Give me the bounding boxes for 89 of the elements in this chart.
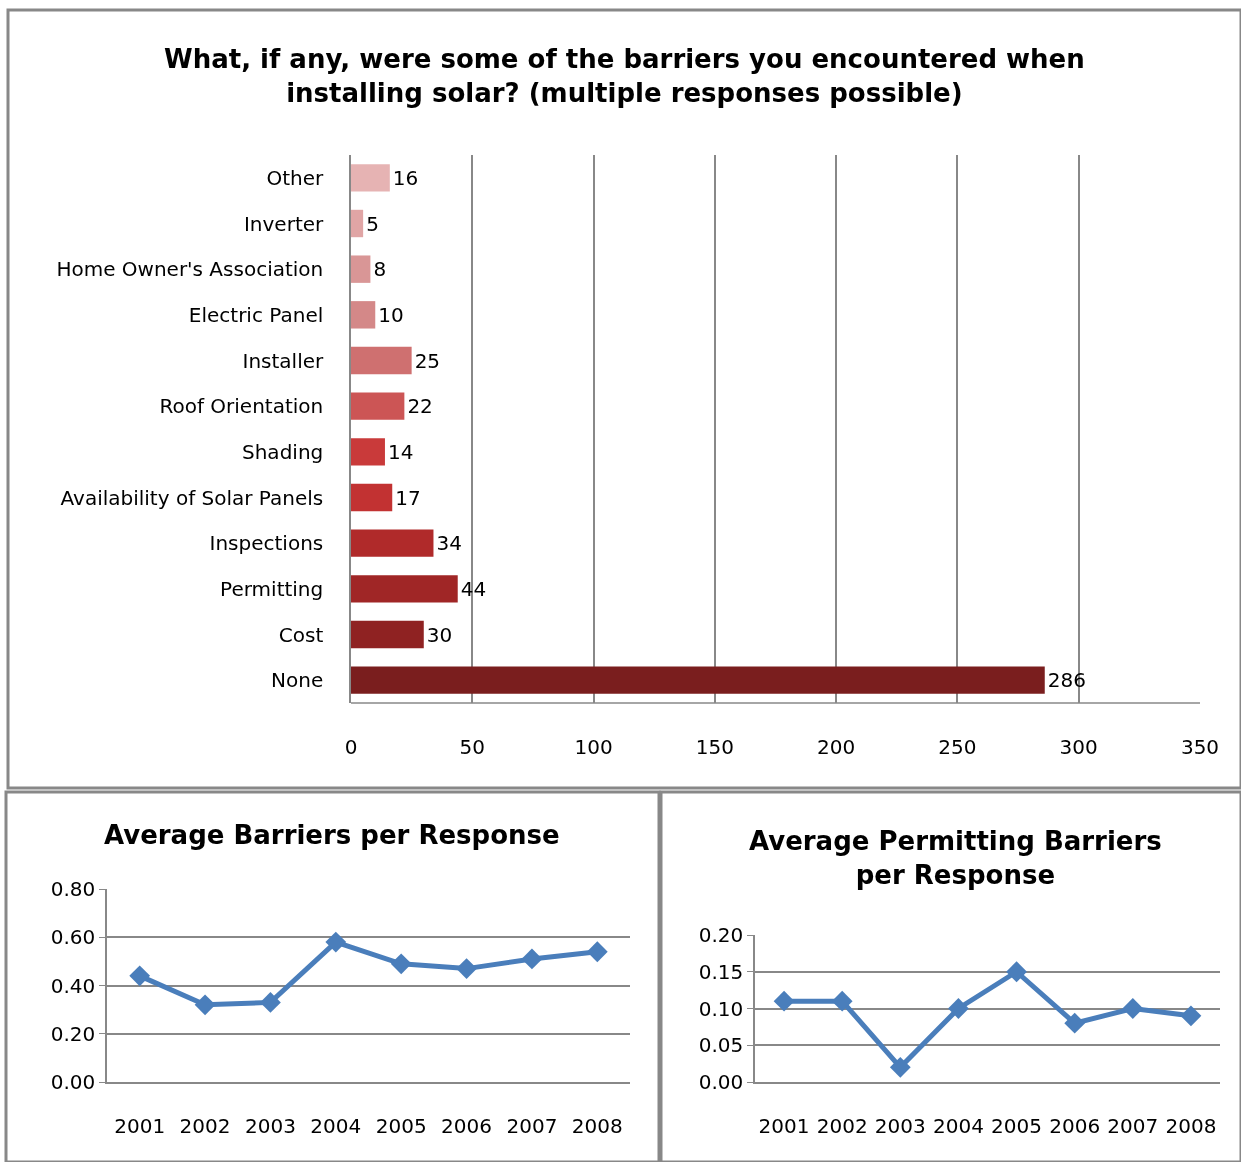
data-label: 10 <box>378 302 404 327</box>
x-tick-label: 2006 <box>441 1113 493 1138</box>
point <box>773 990 795 1012</box>
y-tick-label: Inspections <box>209 531 324 556</box>
point <box>325 931 347 953</box>
y-tick-label: 0.80 <box>50 877 96 901</box>
chart-title: Average Barriers per Response <box>104 820 560 850</box>
x-tick-label: 300 <box>1059 735 1098 759</box>
y-tick-label: 0.15 <box>698 959 744 984</box>
y-tick-label: Installer <box>242 348 325 373</box>
point <box>889 1056 911 1078</box>
x-tick-label: 100 <box>574 735 613 759</box>
x-tick-label: 2003 <box>874 1113 926 1138</box>
point <box>456 958 477 980</box>
data-label: 22 <box>407 394 433 419</box>
bar <box>351 255 371 283</box>
data-label: 14 <box>387 439 414 464</box>
data-label: 34 <box>436 531 462 556</box>
y-tick-label: 0.40 <box>50 973 96 998</box>
y-tick-label: Availability of Solar Panels <box>60 485 324 510</box>
x-tick-label: 2007 <box>1107 1113 1159 1138</box>
x-tick-label: 150 <box>695 735 734 759</box>
point <box>831 990 853 1012</box>
bar <box>351 392 405 420</box>
x-tick-label: 2005 <box>375 1113 427 1138</box>
x-tick-label: 2003 <box>244 1113 296 1138</box>
x-tick-label: 350 <box>1180 735 1220 759</box>
x-tick-label: 2002 <box>179 1113 231 1138</box>
y-tick-label: 0.20 <box>698 923 744 947</box>
bar <box>351 575 458 603</box>
bar <box>351 438 385 466</box>
data-label: 44 <box>460 576 487 601</box>
point <box>1122 998 1144 1019</box>
y-tick-label: 0.60 <box>50 925 96 950</box>
data-label: 8 <box>373 257 387 282</box>
x-tick-label: 2004 <box>932 1113 984 1138</box>
data-label: 25 <box>414 348 441 373</box>
data-label: 30 <box>426 622 453 647</box>
x-tick-label: 2001 <box>114 1113 166 1138</box>
point <box>948 998 969 1019</box>
bar <box>351 164 390 192</box>
data-label: 5 <box>366 211 379 236</box>
x-tick-label: 200 <box>817 735 856 759</box>
x-tick-label: 2007 <box>506 1113 558 1138</box>
y-tick-label: 0.20 <box>50 1021 96 1046</box>
y-tick-label: 0.10 <box>698 996 744 1021</box>
point <box>521 948 543 970</box>
x-tick-label: 250 <box>938 735 977 759</box>
y-tick-label: 0.00 <box>50 1070 96 1094</box>
bar <box>351 620 424 649</box>
bar <box>351 529 434 557</box>
data-label: 286 <box>1047 668 1086 693</box>
point <box>1006 961 1027 983</box>
data-label: 17 <box>395 485 421 510</box>
y-tick-label: Inverter <box>243 211 325 236</box>
x-tick-label: 2008 <box>1165 1113 1217 1138</box>
y-tick-label: Home Owner's Association <box>56 257 324 282</box>
y-tick-label: Shading <box>242 439 324 464</box>
x-tick-label: 2006 <box>1049 1113 1101 1138</box>
point <box>1180 1005 1202 1027</box>
bar <box>351 209 364 238</box>
x-tick-label: 50 <box>459 735 486 759</box>
y-tick-label: Electric Panel <box>188 302 324 327</box>
point <box>1064 1012 1086 1034</box>
bar <box>351 666 1045 694</box>
point <box>390 953 412 975</box>
x-tick-label: 2002 <box>816 1113 868 1138</box>
y-tick-label: Other <box>266 165 325 190</box>
point <box>260 991 281 1013</box>
x-tick-label: 2004 <box>310 1113 362 1138</box>
chart-title: What, if any, were some of the barriers you encountered when installing solar? (multiple responses possible) <box>164 44 1085 108</box>
x-tick-label: 2005 <box>991 1113 1043 1138</box>
y-tick-label: 0.05 <box>698 1033 744 1058</box>
y-tick-label: Roof Orientation <box>159 394 324 419</box>
y-tick-label: Cost <box>278 622 324 647</box>
x-tick-label: 2001 <box>758 1113 810 1138</box>
bar <box>351 346 412 375</box>
bar <box>351 483 393 512</box>
y-tick-label: 0.00 <box>698 1070 744 1094</box>
data-label: 16 <box>392 165 419 190</box>
point <box>129 965 151 987</box>
x-tick-label: 2008 <box>571 1113 623 1138</box>
chart-title: Average Permitting Barriers per Response <box>749 826 1162 890</box>
x-tick-label: 0 <box>344 735 358 759</box>
y-tick-label: None <box>271 668 324 693</box>
y-tick-label: Permitting <box>220 576 324 601</box>
bar <box>351 301 376 329</box>
point <box>586 941 608 963</box>
point <box>194 994 216 1016</box>
